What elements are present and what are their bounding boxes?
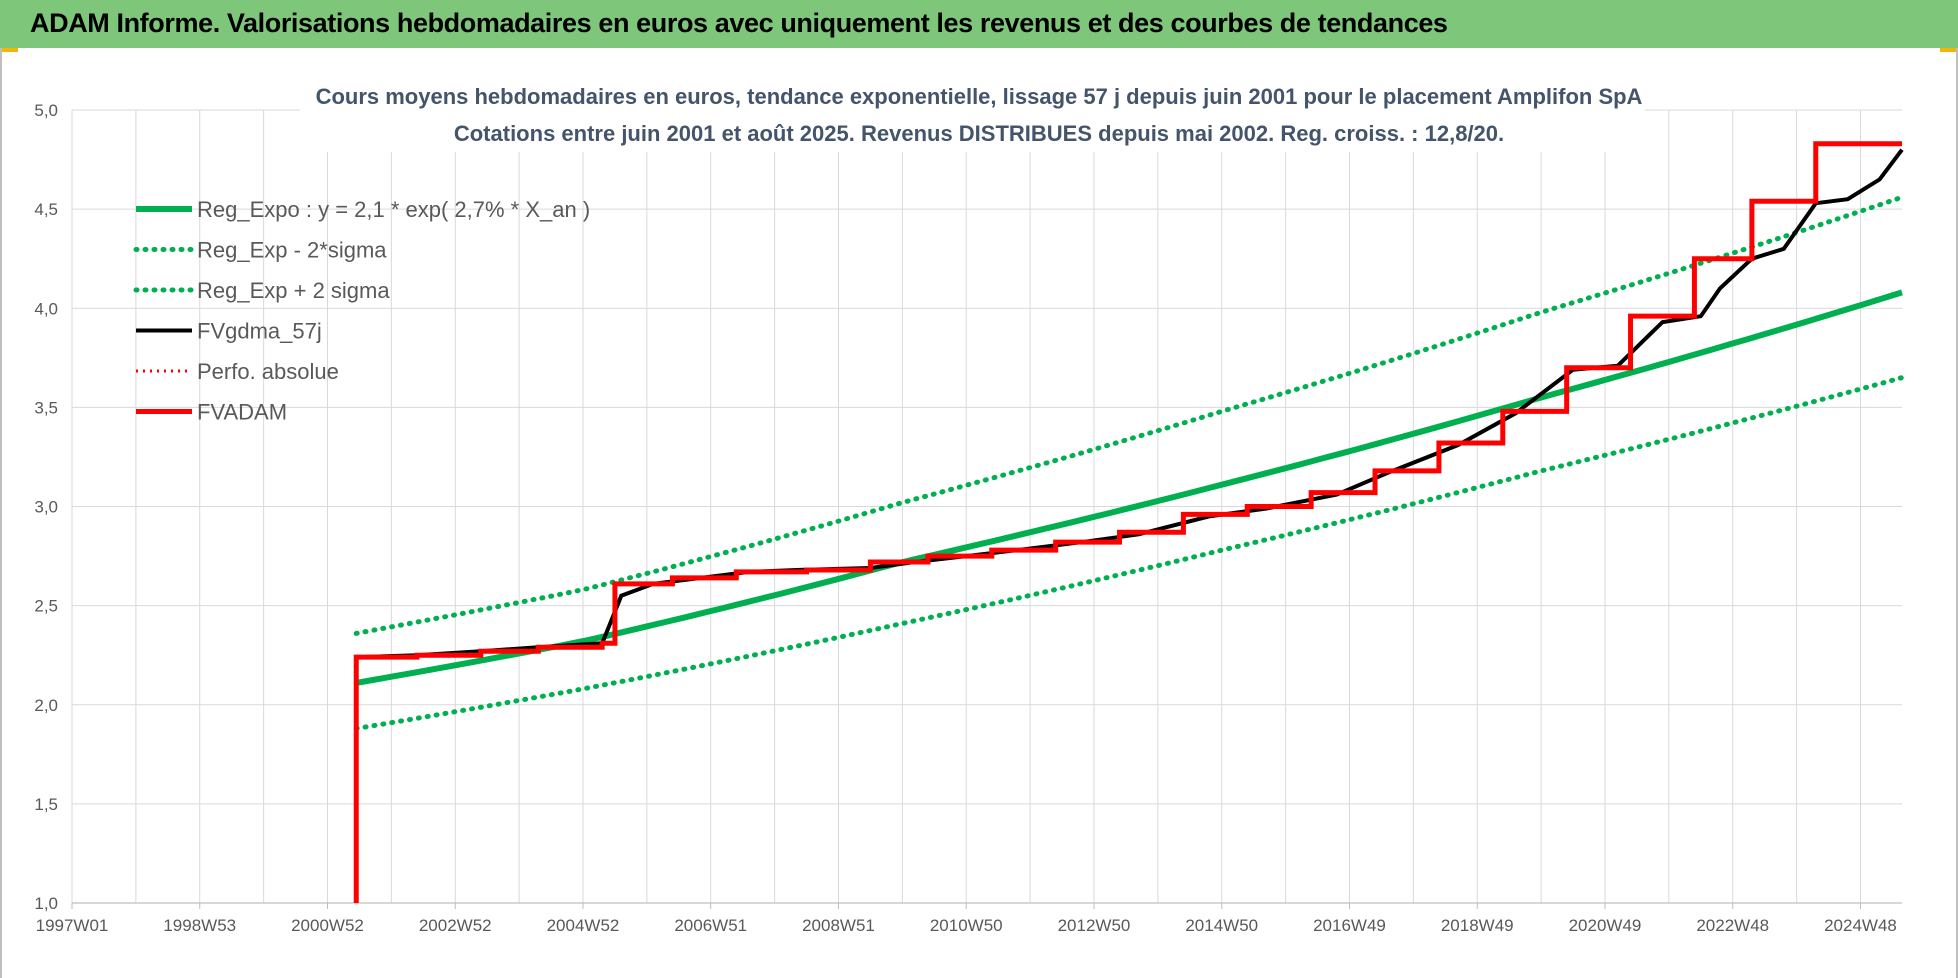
- y-tick-label: 4,5: [34, 200, 58, 219]
- x-tick-label: 2002W52: [419, 916, 492, 935]
- legend-label-0: Reg_Expo : y = 2,1 * exp( 2,7% * X_an ): [197, 197, 590, 222]
- x-tick-label: 2012W50: [1058, 916, 1131, 935]
- chart-title-background: [300, 74, 1645, 152]
- x-tick-label: 2000W52: [291, 916, 364, 935]
- x-tick-label: 1998W53: [163, 916, 236, 935]
- y-tick-label: 3,0: [34, 498, 58, 517]
- header-bar: ADAM Informe. Valorisations hebdomadaire…: [0, 0, 1958, 48]
- series-line-3: [356, 148, 1904, 660]
- chart-title: Cours moyens hebdomadaires en euros, ten…: [316, 84, 1643, 109]
- y-tick-label: 3,5: [34, 398, 58, 417]
- chart-subtitle: Cotations entre juin 2001 et août 2025. …: [454, 121, 1504, 146]
- x-tick-label: 2018W49: [1441, 916, 1514, 935]
- y-tick-label: 1,5: [34, 795, 58, 814]
- x-tick-label: 2004W52: [547, 916, 620, 935]
- series-line-0: [355, 289, 1903, 686]
- x-tick-label: 2008W51: [802, 916, 875, 935]
- x-tick-label: 2020W49: [1569, 916, 1642, 935]
- series-line-5: [353, 141, 1902, 903]
- y-tick-label: 2,0: [34, 696, 58, 715]
- y-tick-label: 4,0: [34, 299, 58, 318]
- x-tick-label: 1997W01: [36, 916, 109, 935]
- legend-label-3: FVgdma_57j: [197, 319, 322, 344]
- page-title: ADAM Informe. Valorisations hebdomadaire…: [30, 8, 1448, 38]
- x-tick-label: 2022W48: [1696, 916, 1769, 935]
- x-tick-label: 2016W49: [1313, 916, 1386, 935]
- x-tick-label: 2010W50: [930, 916, 1003, 935]
- legend-label-2: Reg_Exp + 2 sigma: [197, 278, 390, 303]
- y-tick-label: 5,0: [34, 101, 58, 120]
- legend-label-5: FVADAM: [197, 400, 287, 425]
- x-tick-label: 2014W50: [1185, 916, 1258, 935]
- y-tick-label: 2,5: [34, 597, 58, 616]
- y-tick-label: 1,0: [34, 894, 58, 913]
- legend-label-4: Perfo. absolue: [197, 359, 339, 384]
- chart-panel: [0, 48, 1958, 978]
- legend-label-1: Reg_Exp - 2*sigma: [197, 238, 387, 263]
- corner-marker-right: [1940, 48, 1958, 52]
- series-line-2: [353, 194, 1905, 636]
- x-tick-label: 2006W51: [674, 916, 747, 935]
- series-line-1: [353, 375, 1905, 731]
- corner-marker-left: [0, 48, 18, 52]
- x-tick-label: 2024W48: [1824, 916, 1897, 935]
